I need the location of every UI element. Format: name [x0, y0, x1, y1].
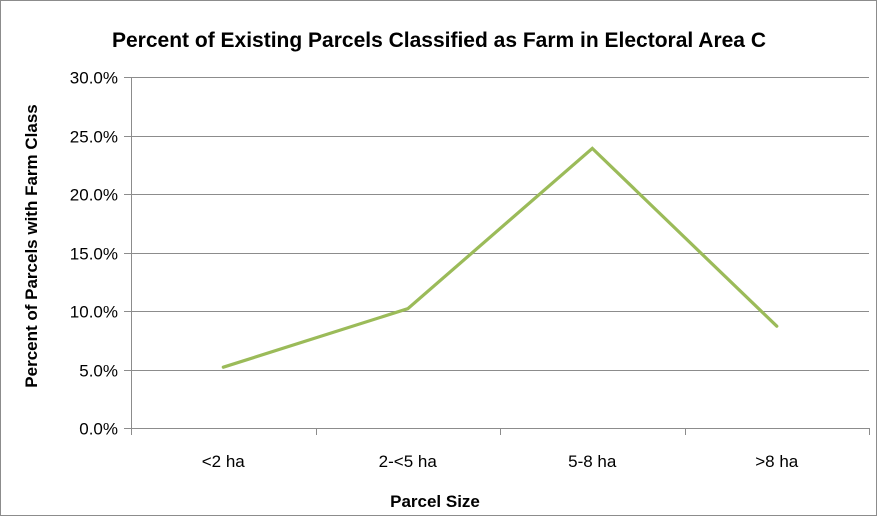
series-lines	[221, 146, 779, 369]
y-tick-label: 25.0%	[70, 128, 118, 147]
y-tick-label: 10.0%	[70, 303, 118, 322]
gridlines	[131, 77, 869, 371]
x-axis-title: Parcel Size	[390, 492, 480, 511]
x-tick-label: 2-<5 ha	[379, 452, 438, 471]
x-tick-labels: <2 ha 2-<5 ha 5-8 ha >8 ha	[202, 452, 799, 471]
x-tick-label: <2 ha	[202, 452, 246, 471]
x-tick-label: >8 ha	[755, 452, 799, 471]
y-tick-label: 5.0%	[79, 362, 118, 381]
chart-title: Percent of Existing Parcels Classified a…	[112, 29, 766, 52]
series-line	[221, 146, 779, 369]
y-tick-label: 0.0%	[79, 420, 118, 439]
y-axis-title: Percent of Parcels with Farm Class	[22, 104, 41, 387]
y-tick-labels: 0.0% 5.0% 10.0% 15.0% 20.0% 25.0% 30.0%	[70, 69, 118, 439]
x-tick-label: 5-8 ha	[568, 452, 617, 471]
y-tick-label: 15.0%	[70, 245, 118, 264]
y-tick-label: 20.0%	[70, 186, 118, 205]
y-tick-label: 30.0%	[70, 69, 118, 88]
axes	[124, 77, 870, 435]
